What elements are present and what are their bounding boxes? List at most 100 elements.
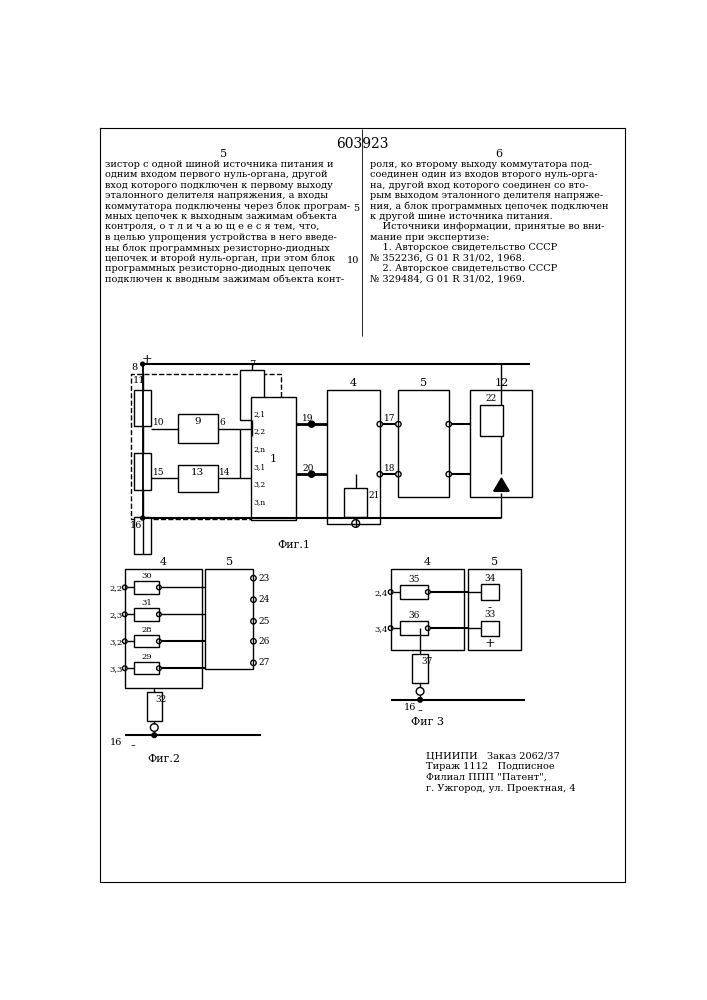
Text: 10: 10 <box>153 418 164 427</box>
Text: на, другой вход которого соединен со вто-: на, другой вход которого соединен со вто… <box>370 181 588 190</box>
Bar <box>251 397 296 520</box>
Text: 5: 5 <box>354 204 360 213</box>
Text: вход которого подключен к первому выходу: вход которого подключен к первому выходу <box>105 181 333 190</box>
Text: 31: 31 <box>141 599 152 607</box>
Bar <box>134 453 151 490</box>
Circle shape <box>141 516 144 520</box>
Text: 7: 7 <box>249 360 255 369</box>
Text: мных цепочек к выходным зажимам объекта: мных цепочек к выходным зажимам объекта <box>105 212 337 221</box>
Text: 1: 1 <box>270 454 277 464</box>
Circle shape <box>308 471 315 477</box>
Bar <box>481 620 499 636</box>
Bar <box>134 608 159 620</box>
Text: 28: 28 <box>141 626 152 634</box>
Bar <box>134 517 151 554</box>
Text: 36: 36 <box>408 611 419 620</box>
Text: Фиг 3: Фиг 3 <box>411 717 443 727</box>
Text: 32: 32 <box>156 695 167 704</box>
Text: 35: 35 <box>408 575 420 584</box>
Bar <box>125 569 202 688</box>
Text: 23: 23 <box>258 574 269 583</box>
Text: 4: 4 <box>160 557 167 567</box>
Text: 33: 33 <box>484 610 496 619</box>
Text: 2,4: 2,4 <box>375 589 388 597</box>
Text: 1. Авторское свидетельство СССР: 1. Авторское свидетельство СССР <box>370 243 557 252</box>
Text: Источники информации, принятые во вни-: Источники информации, принятые во вни- <box>370 222 604 231</box>
Bar <box>398 389 449 497</box>
Text: 20: 20 <box>303 464 314 473</box>
Bar <box>412 654 428 683</box>
Text: 13: 13 <box>191 468 204 477</box>
Text: в целью упрощения устройства в него введе-: в целью упрощения устройства в него введ… <box>105 233 337 242</box>
Text: Тираж 1112   Подписное: Тираж 1112 Подписное <box>426 762 554 771</box>
Text: к другой шине источника питания.: к другой шине источника питания. <box>370 212 552 221</box>
Text: 3,3: 3,3 <box>109 665 122 673</box>
Text: ны блок программных резисторно-диодных: ны блок программных резисторно-диодных <box>105 243 330 253</box>
Text: цепочек и второй нуль-орган, при этом блок: цепочек и второй нуль-орган, при этом бл… <box>105 254 336 263</box>
Bar <box>131 374 281 519</box>
Text: № 352236, G 01 R 31/02, 1968.: № 352236, G 01 R 31/02, 1968. <box>370 254 525 263</box>
Text: 5: 5 <box>491 557 498 567</box>
Bar <box>400 621 428 635</box>
Text: 5: 5 <box>226 557 233 567</box>
Text: 5: 5 <box>221 149 228 159</box>
Text: Филиал ППП "Патент",: Филиал ППП "Патент", <box>426 773 547 782</box>
Text: контроля, о т л и ч а ю щ е е с я тем, что,: контроля, о т л и ч а ю щ е е с я тем, ч… <box>105 222 320 231</box>
Text: 2,1: 2,1 <box>253 410 266 418</box>
Text: 11: 11 <box>132 376 145 385</box>
Bar <box>134 389 151 426</box>
Circle shape <box>308 421 315 427</box>
Text: 3,n: 3,n <box>253 498 266 506</box>
Bar <box>146 692 162 721</box>
Text: 6: 6 <box>496 149 503 159</box>
Text: 30: 30 <box>141 572 152 580</box>
Text: 29: 29 <box>141 653 152 661</box>
Text: зистор с одной шиной источника питания и: зистор с одной шиной источника питания и <box>105 160 334 169</box>
Text: 4: 4 <box>423 557 431 567</box>
Bar <box>480 405 503 436</box>
Text: Фиг.1: Фиг.1 <box>277 540 310 550</box>
Text: № 329484, G 01 R 31/02, 1969.: № 329484, G 01 R 31/02, 1969. <box>370 274 525 283</box>
Bar <box>240 370 264 420</box>
Text: 2,n: 2,n <box>253 445 266 453</box>
Text: 2,2: 2,2 <box>110 584 122 592</box>
Text: 2,2: 2,2 <box>253 428 266 436</box>
Circle shape <box>418 698 422 702</box>
Text: 18: 18 <box>384 464 395 473</box>
Text: 21: 21 <box>369 491 380 500</box>
Bar <box>481 584 499 600</box>
Text: 9: 9 <box>194 417 201 426</box>
Text: соединен один из входов второго нуль-орга-: соединен один из входов второго нуль-орг… <box>370 170 597 179</box>
Text: 19: 19 <box>303 414 314 423</box>
Text: роля, ко второму выходу коммутатора под-: роля, ко второму выходу коммутатора под- <box>370 160 592 169</box>
Text: 17: 17 <box>384 414 395 423</box>
Text: 12: 12 <box>494 378 508 388</box>
Text: 3,2: 3,2 <box>253 480 266 488</box>
Text: г. Ужгород, ул. Проектная, 4: г. Ужгород, ул. Проектная, 4 <box>426 784 575 793</box>
Text: 15: 15 <box>153 468 164 477</box>
Text: Фиг.2: Фиг.2 <box>147 754 180 764</box>
Text: -: - <box>488 601 492 614</box>
Text: мание при экспертизе:: мание при экспертизе: <box>370 233 489 242</box>
Text: 4: 4 <box>350 378 357 388</box>
Bar <box>206 569 253 669</box>
Bar <box>177 465 218 492</box>
Text: эталонного делителя напряжения, а входы: эталонного делителя напряжения, а входы <box>105 191 329 200</box>
Text: 24: 24 <box>258 595 269 604</box>
Bar <box>134 635 159 647</box>
Polygon shape <box>493 478 509 491</box>
Text: -: - <box>418 704 423 718</box>
Bar <box>134 581 159 594</box>
Text: 27: 27 <box>258 658 269 667</box>
Text: 25: 25 <box>258 617 269 626</box>
Text: 3,4: 3,4 <box>375 625 388 633</box>
Text: программных резисторно-диодных цепочек: программных резисторно-диодных цепочек <box>105 264 332 273</box>
Text: одним входом первого нуль-органа, другой: одним входом первого нуль-органа, другой <box>105 170 328 179</box>
Text: 6: 6 <box>219 418 225 427</box>
Text: 10: 10 <box>347 256 360 265</box>
Text: 2. Авторское свидетельство СССР: 2. Авторское свидетельство СССР <box>370 264 557 273</box>
Bar <box>400 585 428 599</box>
Text: ния, а блок программных цепочек подключен: ния, а блок программных цепочек подключе… <box>370 202 608 211</box>
Text: 3,1: 3,1 <box>253 463 266 471</box>
Bar <box>327 389 380 524</box>
